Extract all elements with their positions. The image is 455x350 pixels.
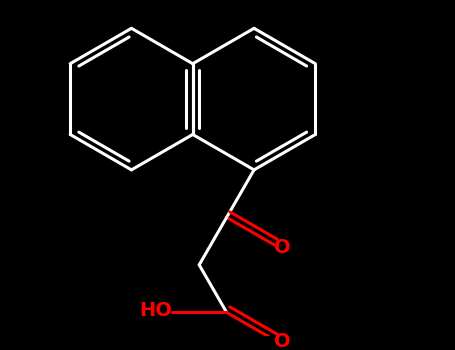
Text: O: O (273, 332, 290, 350)
Text: HO: HO (139, 301, 172, 320)
Text: O: O (273, 238, 290, 257)
